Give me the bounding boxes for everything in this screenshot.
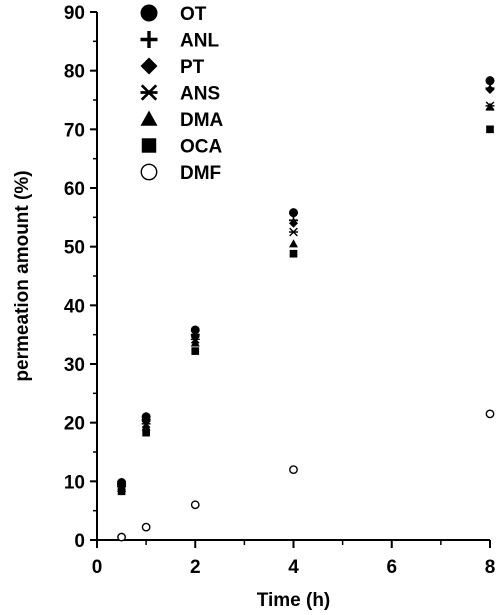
- legend-label-ans: ANS: [180, 84, 220, 105]
- legend-label-dma: DMA: [180, 110, 224, 131]
- diamond-marker: [140, 57, 158, 75]
- data-point-oca: [142, 428, 150, 437]
- square-marker: [191, 347, 200, 355]
- triangle-marker: [140, 110, 158, 126]
- data-point-dma: [141, 422, 151, 431]
- data-point-dmf: [141, 522, 151, 532]
- y-tick-label: 40: [64, 296, 85, 317]
- open-circle-marker: [485, 409, 495, 419]
- data-point-oca: [486, 125, 494, 134]
- legend-item: PT: [140, 57, 205, 78]
- legend-marker-dmf: [140, 163, 158, 181]
- circle-marker: [140, 4, 158, 22]
- series-pt: [117, 84, 495, 490]
- y-tick-label: 20: [64, 414, 85, 435]
- open-circle-marker: [289, 465, 298, 474]
- x-tick-label: 2: [190, 557, 201, 578]
- series-anl: [117, 83, 495, 489]
- data-point-dma: [190, 338, 200, 347]
- open-circle-marker: [141, 522, 151, 532]
- legend-item: ANS: [140, 84, 220, 105]
- y-tick-label: 0: [74, 531, 85, 552]
- circle-marker: [485, 76, 495, 86]
- legend: OT ANL PT ANS DMA OCA DMF: [140, 4, 224, 184]
- legend-item: DMA: [140, 110, 224, 131]
- circle-marker: [289, 208, 298, 218]
- legend-label-pt: PT: [180, 57, 205, 78]
- square-marker: [117, 487, 126, 496]
- data-point-ans: [289, 227, 298, 237]
- legend-marker-ans: [140, 84, 158, 101]
- x-tick-label: 4: [288, 557, 299, 578]
- triangle-marker: [141, 422, 151, 431]
- y-axis-title: permeation amount (%): [12, 170, 33, 381]
- y-tick-label: 10: [64, 472, 85, 493]
- square-marker: [486, 125, 494, 134]
- square-marker: [141, 138, 157, 153]
- legend-label-dmf: DMF: [180, 163, 221, 184]
- data-point-dmf: [117, 532, 126, 542]
- square-marker: [142, 428, 150, 437]
- data-point-dma: [485, 102, 495, 111]
- legend-marker-pt: [140, 57, 158, 75]
- triangle-marker: [190, 338, 200, 347]
- data-point-ot: [485, 76, 495, 86]
- series-dma: [117, 102, 495, 492]
- legend-marker-anl: [140, 31, 158, 48]
- y-tick-label: 80: [64, 62, 85, 83]
- y-tick-label: 70: [64, 120, 85, 141]
- circle-marker: [190, 325, 200, 335]
- ast-d2: [140, 84, 158, 101]
- legend-marker-oca: [141, 138, 157, 153]
- legend-label-oca: OCA: [180, 137, 223, 158]
- data-point-ot: [289, 208, 298, 218]
- legend-item: OT: [140, 4, 207, 25]
- diamond-marker: [485, 84, 495, 94]
- data-point-dmf: [485, 409, 495, 419]
- data-point-oca: [117, 487, 126, 496]
- data-point-oca: [289, 249, 298, 258]
- data-point-oca: [191, 347, 200, 355]
- series-ans: [117, 101, 495, 491]
- open-circle-marker: [190, 500, 200, 510]
- legend-marker-dma: [140, 110, 158, 126]
- x-tick-label: 0: [92, 557, 103, 578]
- data-point-pt: [485, 84, 495, 94]
- open-circle-marker: [140, 163, 158, 181]
- data-point-dmf: [190, 500, 200, 510]
- legend-item: OCA: [141, 137, 223, 158]
- data-point-dmf: [289, 465, 298, 474]
- triangle-marker: [289, 239, 298, 248]
- ticks: 0 10 20 30 40 50 60 70 80 90 0 2 4 6 8: [64, 3, 495, 578]
- diamond-marker: [289, 218, 298, 228]
- series-dmf: [117, 409, 495, 542]
- data-point-ot: [190, 325, 200, 335]
- y-tick-label: 60: [64, 179, 85, 200]
- legend-label-anl: ANL: [180, 31, 219, 52]
- x-axis-title: Time (h): [257, 590, 331, 611]
- series-oca: [117, 125, 494, 496]
- triangle-marker: [485, 102, 495, 111]
- series-ot: [117, 76, 495, 488]
- legend-item: DMF: [140, 163, 221, 184]
- y-tick-label: 30: [64, 355, 85, 376]
- data-point-pt: [289, 218, 298, 228]
- data-points: [117, 76, 495, 542]
- y-tick-label: 90: [64, 3, 85, 24]
- legend-item: ANL: [140, 31, 219, 52]
- legend-marker-ot: [140, 4, 158, 22]
- x-tick-label: 6: [386, 557, 397, 578]
- x-tick-label: 8: [485, 557, 496, 578]
- data-point-dma: [289, 239, 298, 248]
- ast-d2: [289, 227, 298, 237]
- legend-label-ot: OT: [180, 4, 207, 25]
- open-circle-marker: [117, 532, 126, 542]
- square-marker: [289, 249, 298, 258]
- y-tick-label: 50: [64, 238, 85, 259]
